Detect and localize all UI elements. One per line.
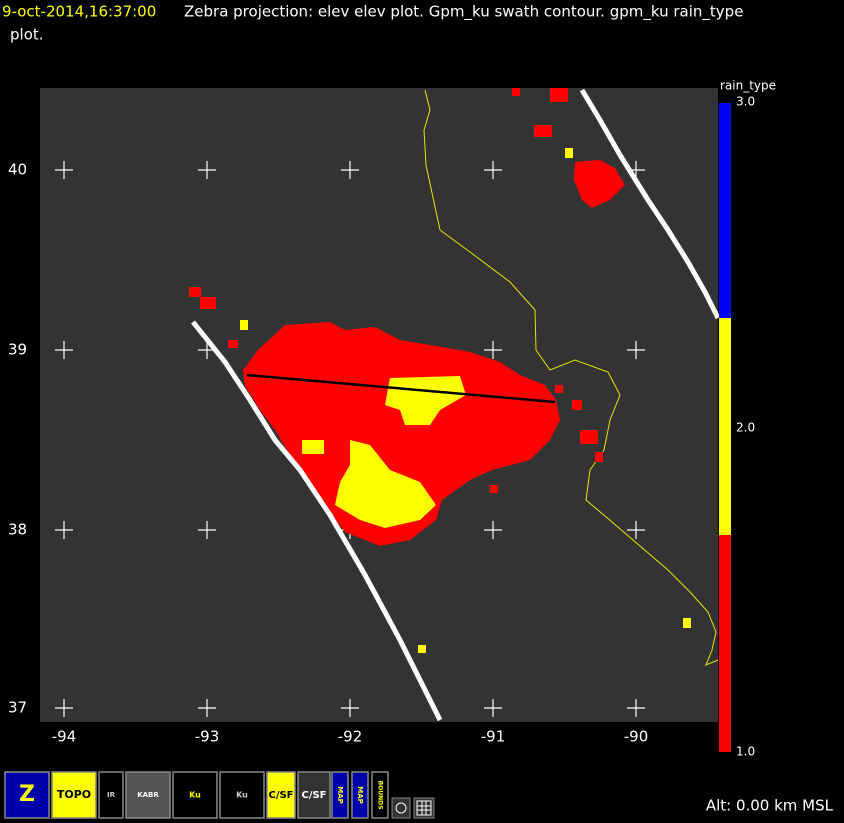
toolbar-button[interactable] [391,797,411,819]
toolbar-button[interactable] [4,771,50,819]
colorbar-tick: 2.0 [736,421,755,435]
plot-title: Zebra projection: elev elev plot. Gpm_ku… [184,3,743,22]
timestamp: 9-oct-2014,16:37:00 [2,3,156,21]
grid-cross [198,699,216,717]
toolbar-icon [416,800,432,816]
grid-cross [484,521,502,539]
grid-cross [341,161,359,179]
grid-cross [627,521,645,539]
toolbar-icon [395,802,407,814]
lon-label: -94 [52,728,77,746]
state-border [423,89,719,666]
toolbar-button-label: Ku [236,791,248,800]
toolbar-button[interactable] [98,771,124,819]
toolbar-button-label: IR [107,791,116,799]
rain-stratiform [189,88,625,546]
colorbar: rain_type [719,79,776,752]
toolbar-button[interactable] [351,771,369,819]
toolbar-button[interactable] [125,771,171,819]
toolbar-button[interactable] [331,771,349,819]
grid-cross [55,521,73,539]
toolbar-button-label: C/SF [268,790,293,801]
toolbar-button[interactable] [371,771,389,819]
colorbar-tick: 3.0 [736,95,755,109]
plot-title-cont: plot. [10,26,44,44]
lat-label: 39 [8,341,27,359]
grid-cross [55,699,73,717]
colorbar-red [719,535,731,752]
toolbar-button[interactable] [219,771,265,819]
toolbar-button[interactable] [413,797,435,819]
toolbar-button-label: Ku [189,791,201,800]
toolbar-button-label: BOUNDS [377,781,384,810]
toolbar-button[interactable] [266,771,296,819]
grid-cross [55,341,73,359]
grid-cross [627,341,645,359]
toolbar-button-label: KABR [137,791,159,799]
toolbar-button[interactable] [172,771,218,819]
colorbar-tick: 1.0 [736,745,755,759]
lat-label: 40 [8,161,27,179]
toolbar-button-label: TOPO [57,788,91,801]
lon-label: -91 [481,728,506,746]
lon-label: -92 [338,728,363,746]
grid-cross [341,699,359,717]
grid-cross [198,521,216,539]
toolbar-button-label: MAP [356,786,364,804]
swath-edge-right [579,88,721,320]
toolbar-button-label: Z [19,782,35,807]
grid-cross [484,161,502,179]
lat-label: 38 [8,521,27,539]
altitude-status: Alt: 0.00 km MSL [706,797,834,815]
grid-cross [484,699,502,717]
lon-label: -93 [195,728,220,746]
lon-label: -90 [624,728,649,746]
cross-section-line [246,373,556,404]
toolbar: Z TOPO IR KABR Ku Ku C/SF C/SF MAP MAP BOUNDS [4,771,435,819]
grid-cross [198,161,216,179]
swath-edge-left [191,320,443,722]
grid-cross [484,341,502,359]
grid-cross [55,161,73,179]
colorbar-yellow [719,318,731,536]
map-panel [40,88,721,722]
colorbar-blue [719,103,731,319]
toolbar-button-label: C/SF [301,790,326,801]
lat-label: 37 [8,699,27,717]
grid-cross [627,699,645,717]
toolbar-button[interactable] [51,771,97,819]
toolbar-button-label: MAP [336,786,344,804]
toolbar-button[interactable] [297,771,331,819]
colorbar-label: rain_type [720,79,776,93]
grid-crosses [55,161,645,717]
